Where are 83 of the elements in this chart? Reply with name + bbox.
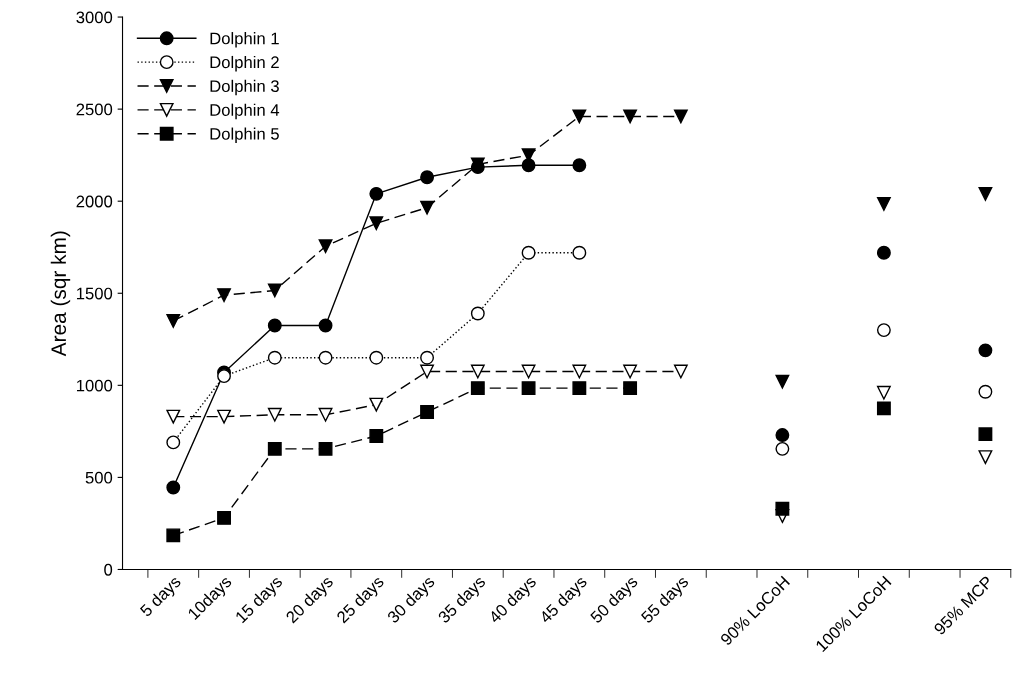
legend-label: Dolphin 2 [210, 55, 279, 72]
point [775, 501, 790, 516]
point [267, 441, 282, 456]
y-tick-label: 3000 [76, 11, 113, 24]
point [166, 480, 181, 495]
x-tick-label: 35 days [437, 574, 489, 627]
point [623, 364, 638, 379]
x-tick-label: 30 days [386, 574, 438, 627]
point [267, 407, 282, 422]
point [572, 364, 587, 379]
point [978, 186, 993, 201]
y-tick-label: 2500 [76, 103, 113, 116]
point [623, 381, 638, 396]
x-tick-label: 40 days [487, 574, 540, 627]
point [217, 409, 231, 424]
x-tick-label: 50 days [589, 574, 641, 627]
point [978, 343, 993, 358]
legend-label: Dolphin 1 [210, 32, 279, 48]
point [217, 288, 231, 303]
x-tick-label: 45 days [538, 574, 590, 627]
point [420, 405, 435, 419]
point [876, 323, 891, 338]
point [318, 407, 333, 422]
point [521, 245, 536, 260]
point [318, 441, 333, 456]
point [521, 158, 536, 173]
point [420, 170, 435, 185]
point [572, 245, 587, 260]
point [470, 364, 485, 379]
point [217, 510, 231, 525]
point [876, 401, 891, 416]
point [369, 397, 384, 412]
point [521, 364, 536, 379]
point [775, 374, 790, 389]
y-axis-title: Area (sqr km) [50, 231, 71, 357]
legend-label: Dolphin 3 [210, 79, 279, 96]
point [673, 364, 688, 379]
point [876, 245, 891, 260]
point [166, 528, 181, 543]
point [876, 197, 891, 211]
point [267, 350, 282, 365]
x-tick-label: 15 days [234, 574, 286, 626]
point [318, 239, 333, 254]
point [318, 350, 333, 365]
point [420, 364, 435, 379]
point [673, 109, 688, 124]
point [267, 318, 282, 333]
point [267, 283, 282, 298]
point [166, 409, 181, 424]
point [978, 427, 993, 442]
point [318, 318, 333, 333]
y-tick-label: 0 [104, 563, 113, 576]
legend-label: Dolphin 5 [210, 127, 279, 144]
y-tick-label: 1500 [77, 287, 113, 300]
x-tick-label: 5 days [139, 574, 184, 620]
point [775, 428, 790, 442]
legend-label: Dolphin 4 [210, 103, 280, 120]
point [572, 381, 587, 396]
point [775, 441, 790, 456]
point [166, 435, 181, 450]
x-tick-label: 55 days [640, 574, 692, 627]
point [369, 350, 384, 365]
point [470, 381, 485, 396]
point [166, 313, 181, 328]
point [369, 429, 384, 443]
y-tick-label: 1000 [77, 379, 113, 392]
point [369, 216, 384, 231]
point [420, 200, 435, 215]
y-tick-label: 2000 [76, 195, 113, 208]
point [521, 381, 536, 396]
point [217, 369, 231, 384]
point [572, 109, 587, 124]
point [470, 306, 485, 321]
point [623, 109, 638, 124]
point [572, 158, 587, 173]
point [876, 385, 891, 400]
y-tick-label: 500 [85, 471, 113, 484]
point [369, 186, 384, 201]
point [420, 350, 435, 365]
x-tick-label: 20 days [284, 574, 337, 626]
point [978, 384, 993, 399]
point [978, 450, 993, 465]
x-tick-label: 25 days [335, 574, 387, 626]
